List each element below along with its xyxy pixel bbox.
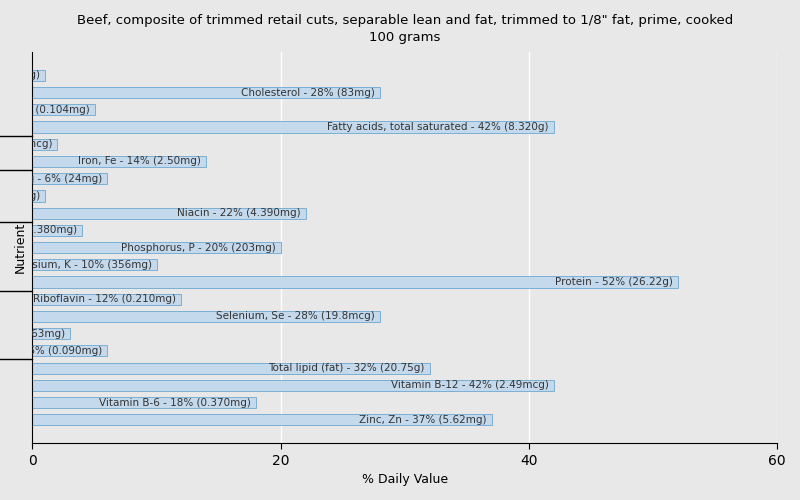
Text: Fatty acids, total saturated - 42% (8.320g): Fatty acids, total saturated - 42% (8.32… — [327, 122, 549, 132]
Text: Sodium, Na - 3% (63mg): Sodium, Na - 3% (63mg) — [0, 328, 65, 338]
Text: Copper, Cu - 5% (0.104mg): Copper, Cu - 5% (0.104mg) — [0, 105, 90, 115]
Text: Riboflavin - 12% (0.210mg): Riboflavin - 12% (0.210mg) — [34, 294, 177, 304]
Title: Beef, composite of trimmed retail cuts, separable lean and fat, trimmed to 1/8" : Beef, composite of trimmed retail cuts, … — [77, 14, 733, 44]
Bar — [33, 156, 206, 167]
Text: Manganese, Mn - 1% (0.015mg): Manganese, Mn - 1% (0.015mg) — [0, 191, 40, 201]
Text: Pantothenic acid - 4% (0.380mg): Pantothenic acid - 4% (0.380mg) — [0, 226, 77, 235]
Bar — [33, 225, 82, 236]
Bar — [33, 328, 70, 340]
Text: Phosphorus, P - 20% (203mg): Phosphorus, P - 20% (203mg) — [121, 242, 276, 252]
Bar — [33, 294, 182, 305]
Bar — [33, 208, 306, 218]
Text: Thiamin - 6% (0.090mg): Thiamin - 6% (0.090mg) — [0, 346, 102, 356]
Text: Magnesium, Mg - 6% (24mg): Magnesium, Mg - 6% (24mg) — [0, 174, 102, 184]
Text: Folate, total - 2% (8mcg): Folate, total - 2% (8mcg) — [0, 140, 52, 149]
Bar — [33, 104, 94, 116]
Bar — [33, 242, 281, 253]
Text: Niacin - 22% (4.390mg): Niacin - 22% (4.390mg) — [177, 208, 301, 218]
Bar — [33, 414, 492, 426]
Bar — [33, 311, 380, 322]
Bar — [33, 138, 58, 150]
Text: Cholesterol - 28% (83mg): Cholesterol - 28% (83mg) — [242, 88, 375, 98]
Bar — [33, 397, 256, 408]
Text: Calcium, Ca - 1% (9mg): Calcium, Ca - 1% (9mg) — [0, 70, 40, 81]
Bar — [33, 190, 45, 202]
Bar — [33, 380, 554, 391]
Y-axis label: Nutrient: Nutrient — [14, 222, 27, 273]
Text: Iron, Fe - 14% (2.50mg): Iron, Fe - 14% (2.50mg) — [78, 156, 202, 166]
Bar — [33, 346, 107, 356]
Bar — [33, 173, 107, 184]
Text: Vitamin B-12 - 42% (2.49mcg): Vitamin B-12 - 42% (2.49mcg) — [391, 380, 549, 390]
Text: Protein - 52% (26.22g): Protein - 52% (26.22g) — [555, 277, 673, 287]
Text: Potassium, K - 10% (356mg): Potassium, K - 10% (356mg) — [4, 260, 152, 270]
Bar — [33, 122, 554, 132]
Text: Selenium, Se - 28% (19.8mcg): Selenium, Se - 28% (19.8mcg) — [216, 312, 375, 322]
Bar — [33, 70, 45, 81]
Text: Total lipid (fat) - 32% (20.75g): Total lipid (fat) - 32% (20.75g) — [268, 363, 425, 373]
Text: Vitamin B-6 - 18% (0.370mg): Vitamin B-6 - 18% (0.370mg) — [99, 398, 251, 407]
Bar — [33, 259, 157, 270]
Bar — [33, 276, 678, 287]
X-axis label: % Daily Value: % Daily Value — [362, 473, 448, 486]
Bar — [33, 362, 430, 374]
Bar — [33, 87, 380, 98]
Text: Zinc, Zn - 37% (5.62mg): Zinc, Zn - 37% (5.62mg) — [359, 415, 487, 425]
